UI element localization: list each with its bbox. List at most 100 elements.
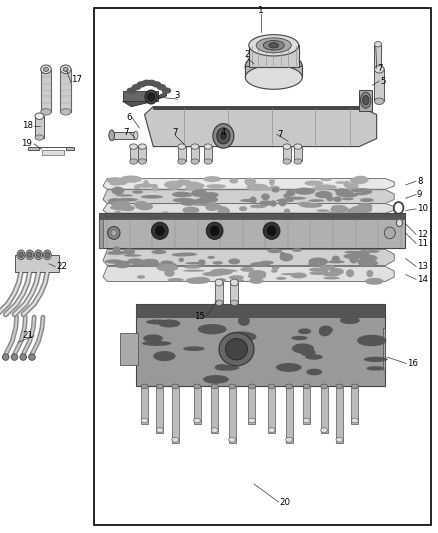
Ellipse shape — [191, 144, 199, 149]
Polygon shape — [123, 92, 166, 107]
Ellipse shape — [141, 384, 148, 389]
Ellipse shape — [336, 190, 353, 197]
Ellipse shape — [294, 159, 302, 164]
Ellipse shape — [350, 206, 372, 213]
Ellipse shape — [309, 268, 324, 271]
Polygon shape — [145, 107, 377, 147]
Bar — [374, 69, 384, 101]
Ellipse shape — [198, 260, 205, 266]
Ellipse shape — [203, 176, 221, 182]
Ellipse shape — [206, 184, 226, 189]
Ellipse shape — [219, 207, 230, 214]
Text: 7: 7 — [378, 64, 383, 72]
Ellipse shape — [124, 248, 135, 255]
Ellipse shape — [366, 250, 380, 253]
Ellipse shape — [263, 222, 280, 239]
Ellipse shape — [263, 41, 284, 50]
Ellipse shape — [116, 195, 133, 197]
Bar — [60, 69, 71, 112]
Ellipse shape — [316, 209, 329, 212]
Ellipse shape — [113, 246, 120, 253]
Ellipse shape — [319, 326, 333, 334]
Ellipse shape — [43, 67, 49, 71]
Ellipse shape — [335, 188, 349, 193]
Ellipse shape — [306, 369, 322, 375]
Ellipse shape — [314, 184, 336, 190]
Text: 22: 22 — [56, 262, 67, 271]
Ellipse shape — [198, 324, 226, 334]
Ellipse shape — [202, 272, 224, 277]
Text: 18: 18 — [22, 122, 33, 130]
Ellipse shape — [297, 201, 312, 206]
Ellipse shape — [202, 192, 219, 198]
Ellipse shape — [267, 226, 276, 236]
Ellipse shape — [157, 84, 166, 90]
Polygon shape — [99, 213, 103, 248]
Ellipse shape — [248, 384, 255, 389]
Bar — [41, 69, 51, 112]
Bar — [248, 386, 255, 424]
Ellipse shape — [117, 198, 138, 201]
Ellipse shape — [143, 334, 163, 342]
Text: 21: 21 — [22, 332, 33, 340]
Ellipse shape — [213, 261, 223, 265]
Polygon shape — [103, 266, 394, 281]
Ellipse shape — [191, 159, 199, 164]
Ellipse shape — [250, 196, 257, 204]
Ellipse shape — [349, 256, 358, 263]
Bar — [286, 386, 293, 443]
Ellipse shape — [315, 191, 332, 198]
Bar — [99, 213, 405, 248]
Ellipse shape — [148, 93, 155, 101]
Ellipse shape — [249, 35, 299, 56]
Ellipse shape — [283, 159, 291, 164]
Ellipse shape — [358, 250, 370, 257]
Ellipse shape — [164, 270, 175, 277]
Ellipse shape — [186, 277, 206, 284]
Bar — [194, 386, 201, 424]
Ellipse shape — [215, 279, 223, 286]
Ellipse shape — [204, 159, 212, 164]
Ellipse shape — [117, 180, 127, 185]
Text: 6: 6 — [126, 114, 131, 122]
Ellipse shape — [384, 227, 395, 239]
Ellipse shape — [172, 384, 179, 389]
Ellipse shape — [191, 189, 208, 197]
Ellipse shape — [134, 183, 156, 188]
Ellipse shape — [362, 190, 372, 194]
Ellipse shape — [127, 87, 136, 94]
Ellipse shape — [147, 79, 156, 86]
Ellipse shape — [120, 205, 135, 211]
Ellipse shape — [343, 181, 351, 188]
Ellipse shape — [177, 180, 187, 185]
Bar — [215, 282, 223, 303]
Ellipse shape — [108, 198, 123, 205]
Ellipse shape — [135, 205, 142, 209]
Ellipse shape — [172, 192, 191, 197]
Ellipse shape — [346, 183, 359, 190]
Ellipse shape — [142, 341, 171, 346]
Ellipse shape — [109, 130, 114, 141]
Ellipse shape — [137, 81, 146, 87]
Ellipse shape — [152, 222, 168, 239]
Ellipse shape — [230, 279, 238, 286]
Ellipse shape — [205, 204, 219, 211]
Bar — [211, 386, 218, 433]
Ellipse shape — [199, 196, 218, 203]
Ellipse shape — [369, 278, 382, 281]
Ellipse shape — [374, 42, 381, 47]
Ellipse shape — [226, 338, 247, 360]
Ellipse shape — [272, 187, 279, 192]
Ellipse shape — [108, 227, 120, 239]
Ellipse shape — [152, 250, 166, 254]
Ellipse shape — [206, 201, 217, 210]
Text: 1: 1 — [258, 6, 264, 15]
Ellipse shape — [110, 182, 122, 185]
Bar — [245, 66, 302, 77]
Ellipse shape — [332, 255, 340, 263]
Ellipse shape — [300, 349, 315, 357]
Ellipse shape — [333, 196, 342, 202]
Ellipse shape — [215, 364, 230, 370]
Ellipse shape — [300, 203, 322, 208]
Bar — [136, 304, 385, 317]
